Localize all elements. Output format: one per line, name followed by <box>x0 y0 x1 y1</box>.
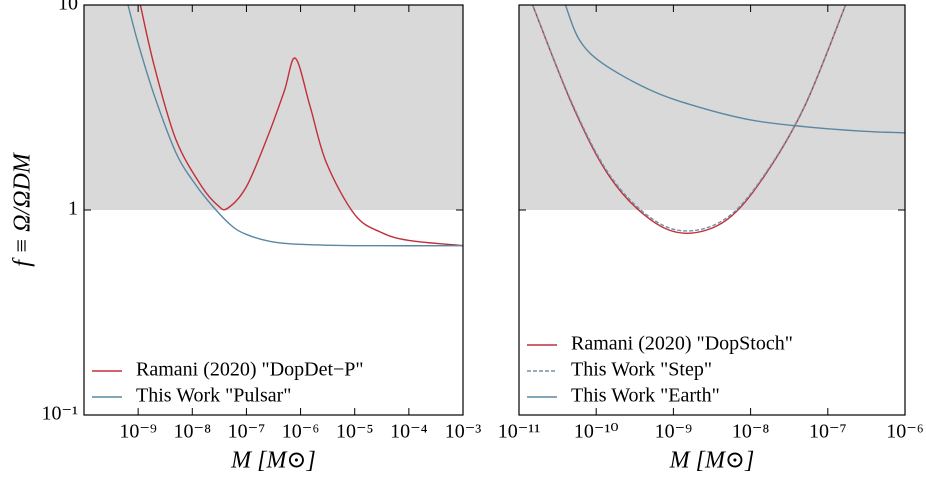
x-tick-label: 10⁻¹⁰ <box>574 421 619 443</box>
legend-label: Ramani (2020) "DopDet−P" <box>136 359 364 381</box>
y-tick-label: 10 <box>58 0 78 15</box>
data-line <box>139 5 463 247</box>
x-tick-label: 10⁻⁸ <box>732 421 770 443</box>
x-tick-label: 10⁻⁴ <box>390 421 428 443</box>
legend-label: This Work "Earth" <box>571 385 720 407</box>
x-tick-label: 10⁻⁵ <box>336 421 374 443</box>
y-tick-label: 1 <box>68 198 78 220</box>
x-tick-label: 10⁻⁹ <box>655 421 693 443</box>
data-line <box>531 5 847 232</box>
y-axis-label: f ≡ Ω/ΩDM <box>10 151 36 267</box>
y-tick-label: 10⁻¹ <box>41 403 78 425</box>
legend-label: This Work "Pulsar" <box>136 385 291 407</box>
legend-label: Ramani (2020) "DopStoch" <box>571 333 793 355</box>
plot-area <box>84 5 463 247</box>
data-line <box>564 5 905 134</box>
x-tick-label: 10⁻¹¹ <box>498 421 541 443</box>
x-tick-label: 10⁻⁷ <box>228 421 266 443</box>
x-tick-label: 10⁻⁶ <box>282 421 320 443</box>
x-tick-label: 10⁻⁶ <box>886 421 924 443</box>
x-tick-label: 10⁻⁹ <box>119 421 157 443</box>
plot-area <box>519 5 905 234</box>
x-axis-label: M [M⊙] <box>230 448 316 474</box>
data-line <box>127 5 463 247</box>
x-tick-label: 10⁻⁸ <box>174 421 212 443</box>
x-axis-label: M [M⊙] <box>669 448 755 474</box>
x-tick-label: 10⁻³ <box>445 421 482 443</box>
shaded-region <box>84 5 463 210</box>
shaded-region <box>519 5 905 210</box>
x-tick-label: 10⁻⁷ <box>809 421 847 443</box>
legend-label: This Work "Step" <box>571 359 712 381</box>
